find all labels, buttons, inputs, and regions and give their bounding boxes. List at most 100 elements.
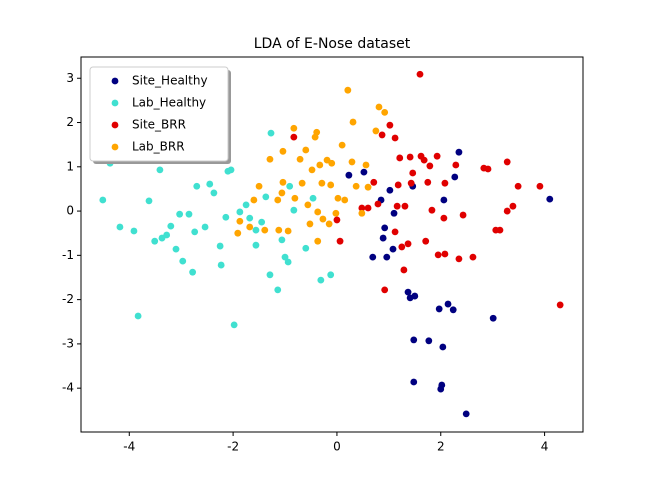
point	[267, 129, 275, 137]
point	[389, 245, 397, 253]
point	[375, 103, 383, 111]
y-tick-label: 3	[66, 71, 74, 85]
point	[319, 215, 327, 223]
point	[349, 118, 357, 126]
chart-title: LDA of E-Nose dataset	[254, 36, 411, 52]
point	[290, 206, 298, 214]
point	[236, 217, 244, 225]
point	[298, 179, 306, 187]
point	[398, 243, 406, 251]
point	[352, 182, 360, 190]
point	[364, 183, 372, 191]
x-tick-label: 0	[333, 440, 341, 454]
point	[362, 161, 370, 169]
legend-marker	[111, 99, 119, 107]
point	[216, 242, 224, 250]
point	[296, 155, 304, 163]
point	[334, 194, 342, 202]
point	[381, 286, 389, 294]
point	[258, 218, 266, 226]
point	[302, 146, 310, 154]
point	[344, 86, 352, 94]
point	[279, 178, 287, 186]
point	[189, 268, 197, 276]
point	[410, 336, 418, 344]
point	[206, 180, 214, 188]
legend-box	[89, 66, 229, 162]
legend-label: Lab_Healthy	[132, 96, 206, 110]
point	[381, 224, 389, 232]
point	[145, 197, 153, 205]
point	[536, 182, 544, 190]
point	[278, 236, 286, 244]
point	[407, 179, 415, 187]
legend-marker	[111, 77, 119, 85]
point	[372, 127, 380, 135]
point	[327, 271, 335, 279]
point	[489, 314, 497, 322]
point	[509, 202, 517, 210]
point	[416, 70, 424, 78]
point	[151, 237, 159, 245]
point	[404, 240, 412, 248]
point	[400, 266, 408, 274]
point	[308, 166, 316, 174]
point	[345, 171, 353, 179]
y-tick-label: 1	[66, 159, 74, 173]
point	[236, 208, 244, 216]
point	[311, 133, 319, 141]
point	[302, 244, 310, 252]
point	[242, 201, 250, 209]
point	[428, 206, 436, 214]
point	[275, 226, 283, 234]
point	[234, 229, 242, 237]
point	[404, 288, 412, 296]
point	[252, 226, 260, 234]
point	[348, 158, 356, 166]
point	[286, 182, 294, 190]
point	[314, 208, 322, 216]
point	[332, 209, 340, 217]
point	[440, 214, 448, 222]
point	[358, 209, 366, 217]
y-tick-label: -4	[62, 381, 74, 395]
point	[266, 271, 274, 279]
point	[255, 182, 263, 190]
point	[462, 410, 470, 418]
point	[193, 182, 201, 190]
point	[179, 257, 187, 265]
point	[163, 231, 171, 239]
point	[439, 343, 447, 351]
point	[210, 189, 218, 197]
legend: Site_Healthy Lab_Healthy Site_BRR Lab_BRR	[89, 66, 231, 164]
y-tick-label: -2	[62, 292, 74, 306]
point	[134, 312, 142, 320]
point	[266, 155, 274, 163]
point	[274, 196, 282, 204]
point	[435, 305, 443, 313]
point	[556, 301, 564, 309]
point	[383, 253, 391, 261]
point	[156, 166, 164, 174]
point	[546, 195, 554, 203]
point	[437, 385, 445, 393]
point	[185, 210, 193, 218]
x-tick-label: -4	[123, 440, 135, 454]
point	[386, 186, 394, 194]
point	[281, 253, 289, 261]
point	[386, 121, 394, 129]
point	[262, 193, 270, 201]
point	[379, 234, 387, 242]
point	[459, 211, 467, 219]
point	[318, 179, 326, 187]
legend-label: Site_Healthy	[132, 74, 208, 88]
point	[116, 223, 124, 231]
point	[496, 226, 504, 234]
point	[441, 250, 449, 258]
point	[452, 161, 460, 169]
point	[393, 202, 401, 210]
point	[279, 147, 287, 155]
point	[409, 169, 417, 177]
point	[396, 154, 404, 162]
